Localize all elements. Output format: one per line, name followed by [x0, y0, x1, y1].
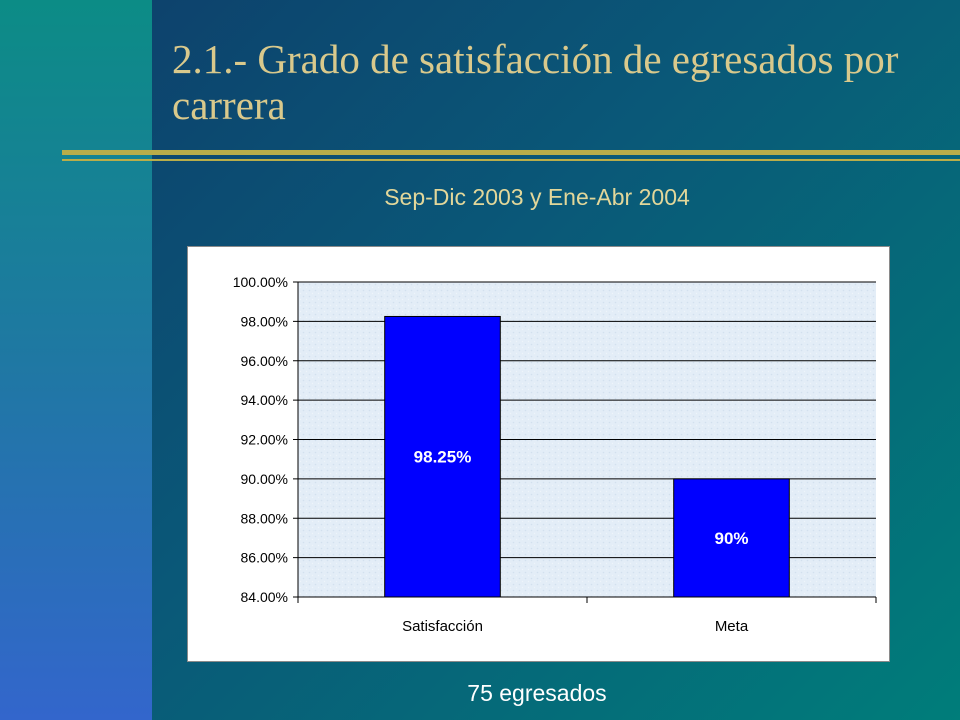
sample-size-note: 75 egresados: [467, 680, 607, 706]
y-tick-label: 100.00%: [233, 274, 288, 290]
y-tick-label: 88.00%: [241, 510, 288, 526]
chart-subtitle: Sep-Dic 2003 y Ene-Abr 2004: [384, 184, 690, 210]
chart-frame: 84.00% 86.00% 88.00% 90.00% 92.00% 94.00% 96.0…: [187, 246, 890, 662]
y-tick-label: 96.00%: [241, 353, 288, 369]
y-tick-label: 84.00%: [241, 589, 288, 605]
y-tick-label: 98.00%: [241, 313, 288, 329]
category-label-1: Meta: [715, 618, 749, 635]
category-label-0: Satisfacción: [402, 618, 483, 635]
bar-1: [673, 478, 790, 598]
left-accent-band: [0, 0, 152, 720]
data-label-0: 98.25%: [414, 448, 472, 467]
y-tick-label: 86.00%: [241, 550, 288, 566]
title-rule-thin: [62, 159, 960, 161]
bar-chart: 84.00% 86.00% 88.00% 90.00% 92.00% 94.00% 96.0…: [233, 274, 877, 635]
y-tick-label: 90.00%: [241, 471, 288, 487]
data-label-1: 90%: [714, 529, 748, 548]
y-tick-label: 94.00%: [241, 392, 288, 408]
title-rule-thick: [62, 150, 960, 155]
slide-title: 2.1.- Grado de satisfacción de egresados…: [172, 36, 899, 128]
bar-0: [384, 315, 501, 598]
y-tick-label: 92.00%: [241, 432, 288, 448]
